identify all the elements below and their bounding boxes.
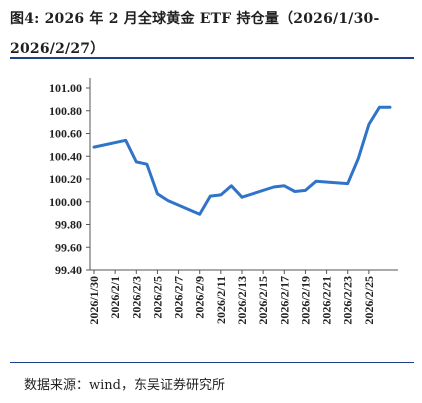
data-point [388, 106, 392, 109]
x-tick-label: 2026/2/21 [320, 276, 334, 325]
data-point [166, 199, 170, 202]
x-tick-label: 2026/2/25 [362, 276, 376, 325]
data-point [135, 160, 138, 164]
data-point [304, 189, 307, 192]
data-point [283, 184, 286, 188]
data-point [357, 157, 360, 160]
x-tick-label: 2026/1/30 [87, 276, 101, 325]
y-tick-label: 100.60 [49, 127, 82, 141]
x-tick-label: 2026/2/1 [108, 276, 122, 319]
data-point [293, 190, 297, 193]
data-point [314, 180, 318, 183]
x-tick-label: 2026/2/13 [235, 276, 249, 325]
y-tick-label: 101.00 [49, 81, 82, 95]
x-tick-label: 2026/2/23 [341, 276, 355, 325]
x-tick-label: 2026/2/15 [256, 276, 270, 325]
y-tick-label: 99.60 [55, 240, 82, 254]
title-divider [10, 57, 414, 59]
y-tick-label: 100.00 [49, 195, 82, 209]
data-point [145, 163, 149, 166]
x-tick-label: 2026/2/9 [193, 276, 207, 319]
data-point [219, 193, 223, 197]
y-tick-label: 100.80 [49, 104, 82, 118]
data-source-note: 数据来源：wind，东吴证券研究所 [24, 378, 225, 393]
x-tick-label: 2026/2/17 [277, 276, 291, 325]
data-point [346, 182, 349, 185]
x-tick-label: 2026/2/19 [298, 276, 312, 325]
data-point [378, 106, 381, 109]
data-point [92, 145, 96, 149]
data-point [198, 213, 201, 216]
data-point [209, 194, 212, 198]
data-point [272, 185, 275, 189]
data-point [124, 139, 127, 142]
data-point [156, 192, 159, 195]
x-tick-label: 2026/2/5 [150, 276, 164, 319]
x-tick-label: 2026/2/11 [214, 276, 228, 324]
y-tick-label: 99.80 [55, 218, 82, 232]
data-point [367, 123, 371, 126]
data-point [240, 196, 244, 199]
x-tick-label: 2026/2/3 [129, 276, 143, 319]
y-tick-label: 99.40 [55, 263, 82, 277]
figure-title: 图4: 2026 年 2 月全球黄金 ETF 持仓量（2026/1/30-202… [10, 11, 380, 57]
x-tick-label: 2026/2/7 [172, 276, 186, 319]
footer-divider [10, 362, 414, 363]
y-tick-label: 100.40 [49, 149, 82, 163]
line-chart: 99.40 99.60 99.80 100.00 100.20 100.40 100.60 1… [49, 78, 398, 325]
y-tick-label: 100.20 [49, 172, 82, 186]
data-point [230, 184, 233, 188]
